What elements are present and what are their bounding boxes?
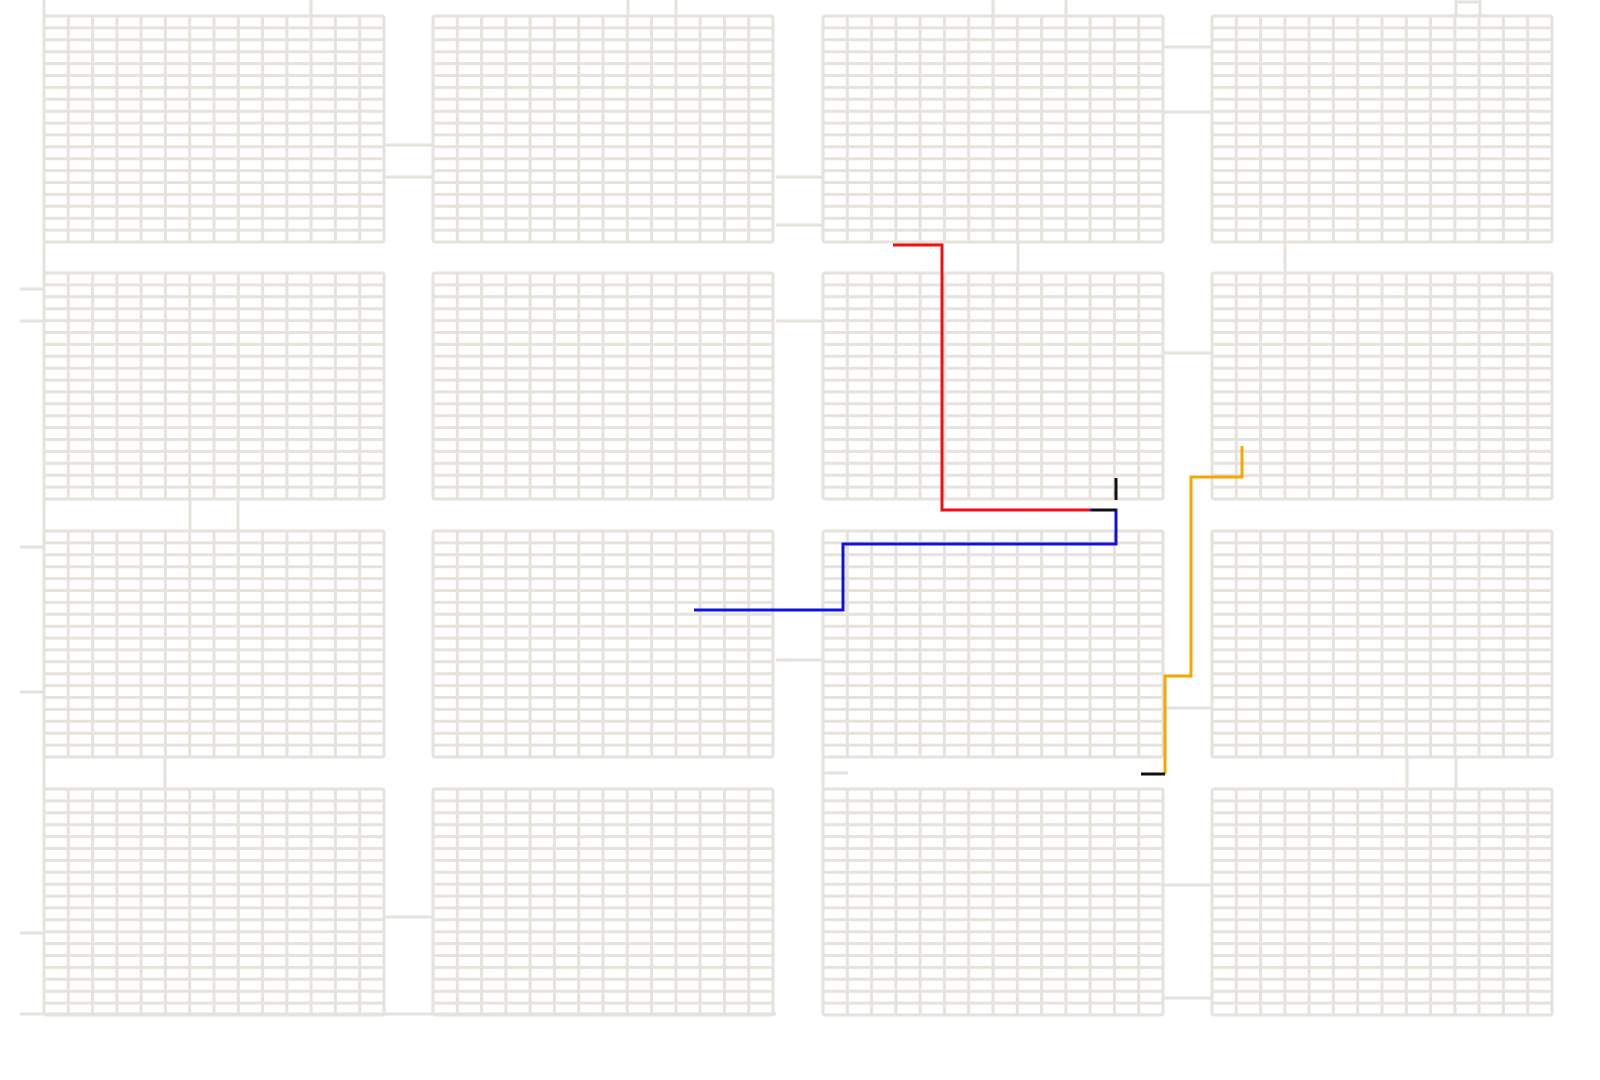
storage-block: [1210, 529, 1554, 759]
storage-block: [42, 529, 386, 759]
storage-block: [42, 271, 386, 501]
storage-block: [821, 271, 1165, 501]
storage-block: [1210, 787, 1554, 1017]
storage-block: [1210, 14, 1554, 244]
storage-block: [821, 787, 1165, 1017]
route-orange: [1163, 446, 1244, 774]
storage-block: [42, 787, 386, 1017]
storage-block: [1210, 271, 1554, 501]
storage-block: [42, 14, 386, 244]
storage-blocks: [42, 14, 1554, 1017]
storage-block: [431, 14, 775, 244]
storage-block: [431, 529, 775, 759]
storage-block: [821, 14, 1165, 244]
route-endpoints: [1092, 478, 1165, 776]
storage-block: [431, 271, 775, 501]
storage-block: [431, 787, 775, 1017]
route-red: [893, 243, 1090, 512]
